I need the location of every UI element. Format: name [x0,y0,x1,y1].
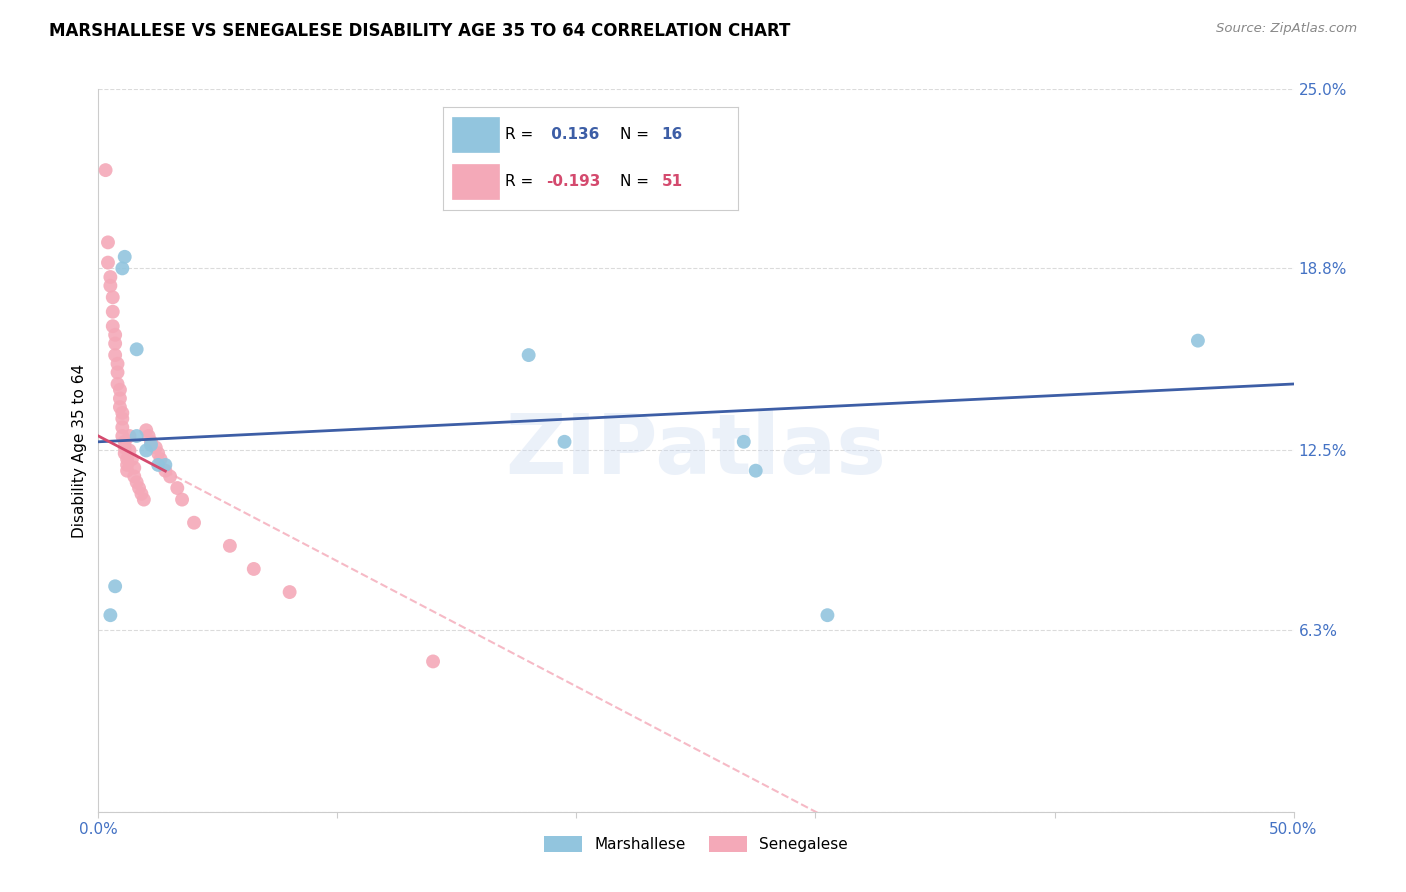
Point [125,429,148,443]
Point [148,458,170,472]
Y-axis label: Disability Age 35 to 64: Disability Age 35 to 64 [72,363,87,538]
Point [104,348,127,362]
Point [145,441,167,455]
Point [108,383,131,397]
Point [1187,334,1209,348]
Point [94,163,117,178]
Point [98,608,122,623]
Point [815,608,838,623]
Point [166,481,188,495]
Point [111,261,134,276]
Point [107,366,129,380]
Text: N =: N = [620,128,654,142]
Point [98,270,122,285]
Point [111,429,134,443]
Text: 51: 51 [661,175,682,189]
Point [111,406,134,420]
Text: R =: R = [505,175,538,189]
FancyBboxPatch shape [451,118,499,153]
Point [121,452,143,467]
Point [243,562,266,576]
Point [128,481,150,495]
Text: Source: ZipAtlas.com: Source: ZipAtlas.com [1216,22,1357,36]
Text: R =: R = [505,128,538,142]
Point [183,516,205,530]
Point [114,446,136,460]
Text: N =: N = [620,175,654,189]
Text: 0.136: 0.136 [546,128,599,142]
Point [107,357,129,371]
Point [115,464,138,478]
Point [97,255,120,269]
FancyBboxPatch shape [451,164,499,199]
Point [115,458,138,472]
Point [114,441,136,455]
Point [745,464,768,478]
Point [104,327,127,342]
Point [139,434,162,449]
Point [107,376,129,391]
Point [108,400,131,414]
Point [118,429,141,443]
Point [111,420,134,434]
Point [517,348,540,362]
Point [104,336,127,351]
Point [97,235,120,250]
Legend: Marshallese, Senegalese: Marshallese, Senegalese [538,830,853,858]
Point [733,434,755,449]
Point [114,250,136,264]
Point [108,392,131,406]
Point [135,423,157,437]
Point [111,411,134,425]
Point [278,585,301,599]
Point [159,469,181,483]
Text: MARSHALLESE VS SENEGALESE DISABILITY AGE 35 TO 64 CORRELATION CHART: MARSHALLESE VS SENEGALESE DISABILITY AGE… [49,22,790,40]
Point [125,475,148,490]
Point [422,655,444,669]
Point [114,434,136,449]
Point [148,446,170,460]
Point [124,460,146,475]
Point [98,278,122,293]
Point [554,434,576,449]
Point [219,539,242,553]
Point [149,452,172,467]
Point [125,343,148,357]
Point [131,487,153,501]
Text: ZIPatlas: ZIPatlas [506,410,886,491]
Point [135,443,157,458]
Point [101,290,124,304]
Point [138,429,160,443]
Point [132,492,155,507]
Point [118,443,141,458]
Point [155,458,177,472]
Point [101,304,124,318]
Point [101,319,124,334]
Point [104,579,127,593]
Point [155,464,177,478]
Text: -0.193: -0.193 [546,175,600,189]
Point [172,492,194,507]
Point [124,469,146,483]
Point [139,438,162,452]
Text: 16: 16 [661,128,683,142]
Point [115,452,138,467]
